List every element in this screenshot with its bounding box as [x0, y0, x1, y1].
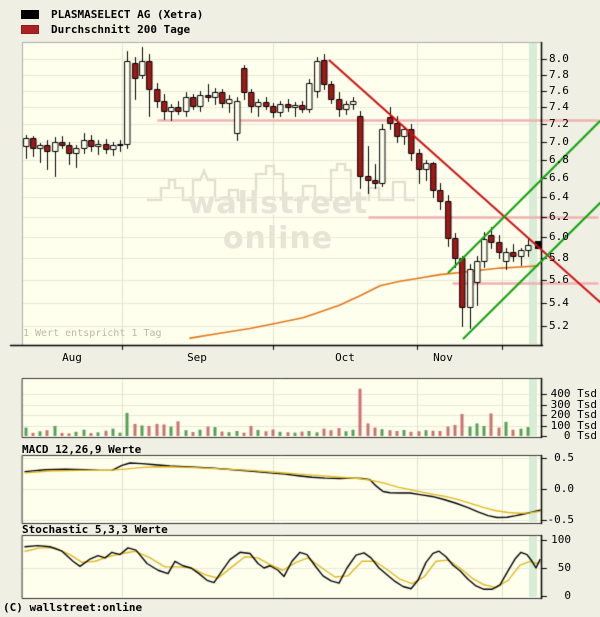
- price-axis-label: 6.6: [549, 171, 569, 184]
- price-axis-label: 7.8: [549, 68, 569, 81]
- month-axis-label: Sep: [187, 351, 207, 364]
- average-name: Durchschnitt 200 Tage: [51, 22, 191, 36]
- price-axis-label: 6.2: [549, 210, 569, 223]
- volume-axis-label: 100 Tsd: [550, 419, 597, 432]
- volume-axis-label: 0 Tsd: [563, 429, 597, 442]
- price-axis-label: 5.6: [549, 273, 569, 286]
- volume-axis-label: 300 Tsd: [550, 398, 597, 411]
- price-axis-label: 7.2: [549, 117, 569, 130]
- price-axis-label: 5.2: [549, 319, 569, 332]
- price-axis-label: 7.6: [549, 84, 569, 97]
- volume-axis-label: 200 Tsd: [550, 408, 597, 421]
- stochastic-panel-title: Stochastic 5,3,3 Werte: [22, 523, 168, 536]
- instrument-color-swatch: [21, 9, 39, 19]
- legend-item-instrument: PLASMASELECT AG (Xetra): [21, 7, 204, 21]
- price-axis-label: 6.4: [549, 190, 569, 203]
- stochastic-axis-label: 0: [564, 589, 571, 602]
- month-axis-label: Oct: [335, 351, 355, 364]
- price-axis-label: 6.0: [549, 230, 569, 243]
- stochastic-axis-label: 100: [551, 533, 571, 546]
- copyright-text: (C) wallstreet:online: [3, 601, 143, 614]
- macd-axis-label: 0.5: [554, 451, 574, 464]
- price-axis-label: 8.0: [549, 52, 569, 65]
- average-color-swatch: [21, 24, 39, 34]
- price-axis-label: 7.0: [549, 135, 569, 148]
- legend-item-average: Durchschnitt 200 Tage: [21, 22, 191, 36]
- stochastic-axis-label: 50: [557, 561, 571, 574]
- macd-axis-label: 0.0: [554, 482, 574, 495]
- price-axis-label: 7.4: [549, 100, 569, 113]
- price-axis-label: 5.8: [549, 251, 569, 264]
- volume-axis-label: 400 Tsd: [550, 387, 597, 400]
- month-axis-label: Aug: [62, 351, 82, 364]
- macd-axis-label: -0.5: [547, 513, 575, 526]
- price-axis-label: 5.4: [549, 296, 569, 309]
- instrument-name: PLASMASELECT AG (Xetra): [51, 7, 204, 21]
- scale-note: 1 Wert entspricht 1 Tag: [23, 328, 162, 339]
- month-axis-label: Nov: [433, 351, 453, 364]
- macd-panel-title: MACD 12,26,9 Werte: [22, 443, 142, 456]
- price-axis-label: 6.8: [549, 153, 569, 166]
